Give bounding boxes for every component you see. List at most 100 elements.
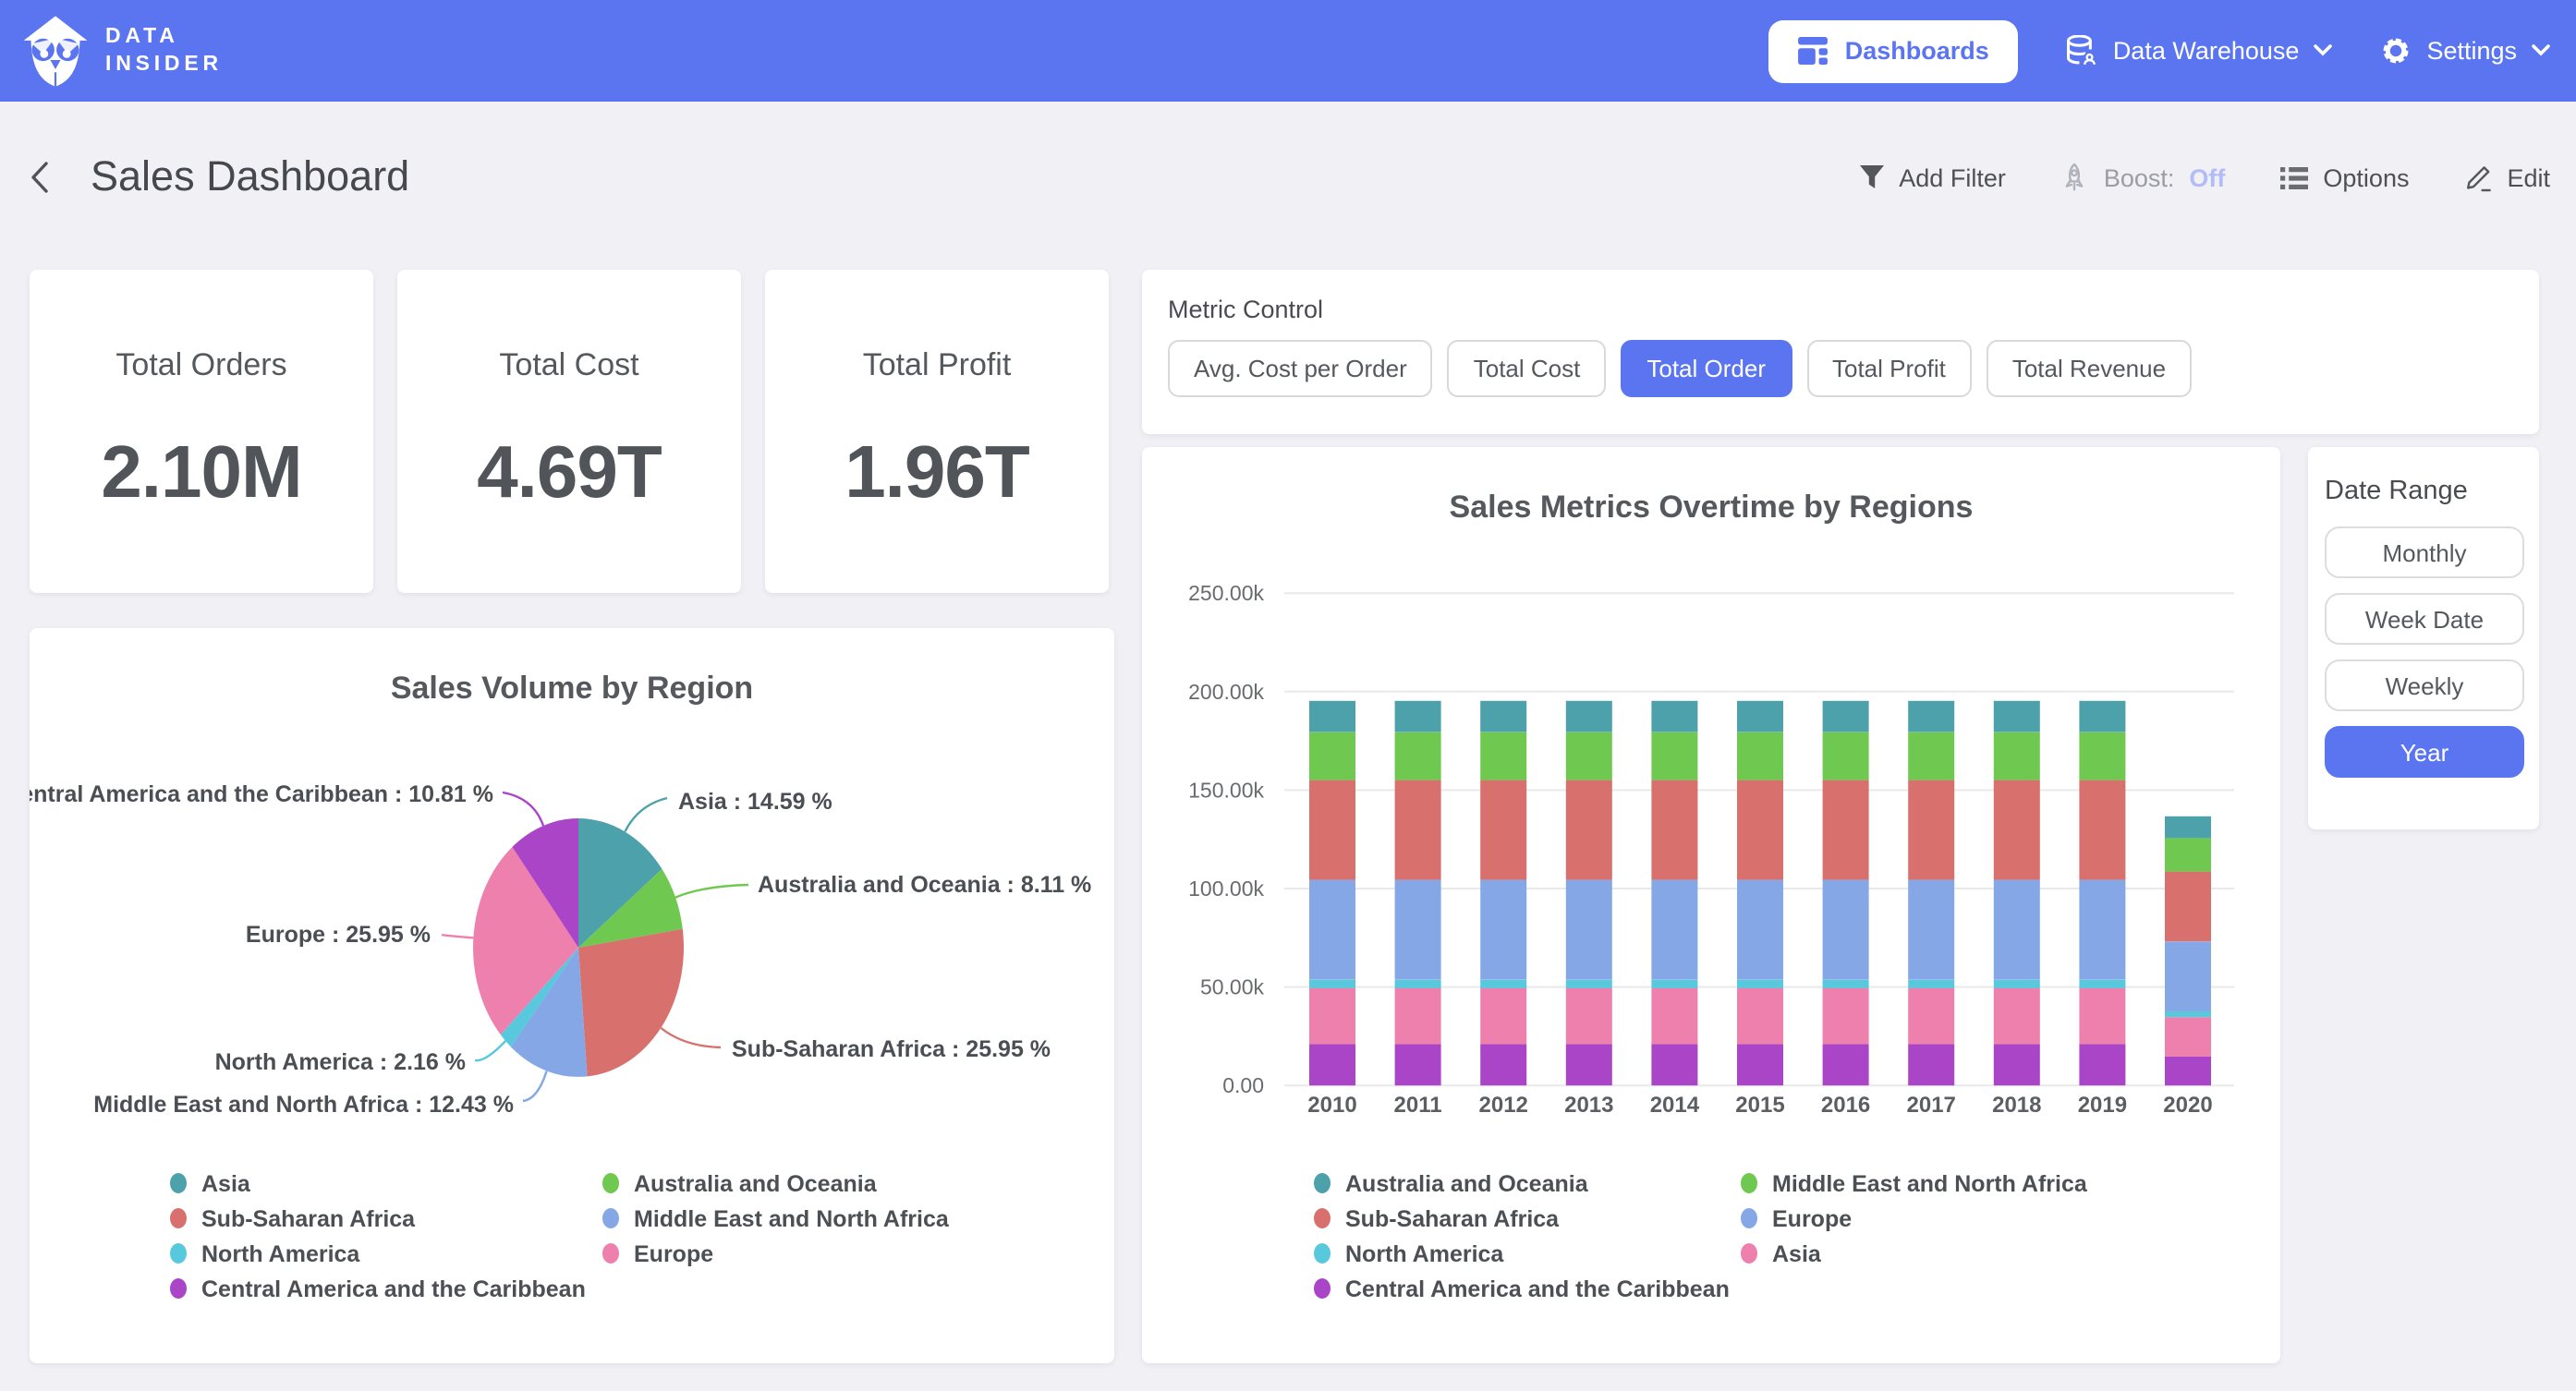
legend-label: Middle East and North Africa — [634, 1205, 949, 1231]
legend-item-sub-saharan-africa[interactable]: Sub-Saharan Africa — [170, 1201, 586, 1236]
legend-item-asia[interactable]: Asia — [1741, 1236, 2087, 1271]
bar-segment-2015-australia-and-oceania — [1737, 701, 1783, 732]
metric-button-total-revenue[interactable]: Total Revenue — [1987, 340, 2192, 397]
legend-label: Sub-Saharan Africa — [201, 1205, 415, 1231]
legend-label: Australia and Oceania — [634, 1170, 877, 1196]
legend-item-australia-and-oceania[interactable]: Australia and Oceania — [602, 1166, 949, 1201]
x-axis-tick-label: 2019 — [2078, 1093, 2127, 1118]
bar-segment-2014-north-america — [1651, 980, 1697, 988]
legend-item-europe[interactable]: Europe — [1741, 1201, 2087, 1236]
metric-button-avg-cost-per-order[interactable]: Avg. Cost per Order — [1168, 340, 1433, 397]
legend-item-sub-saharan-africa[interactable]: Sub-Saharan Africa — [1314, 1201, 1730, 1236]
legend-item-middle-east-and-north-africa[interactable]: Middle East and North Africa — [1741, 1166, 2087, 1201]
owl-logo-icon — [22, 13, 89, 89]
date-range-weekly-button[interactable]: Weekly — [2325, 659, 2524, 711]
pie-legend-column-2: Australia and Oceania Middle East and Nor… — [602, 1166, 949, 1271]
metric-button-total-profit[interactable]: Total Profit — [1806, 340, 1972, 397]
legend-dot — [1314, 1243, 1331, 1264]
metric-button-total-cost[interactable]: Total Cost — [1448, 340, 1607, 397]
legend-item-asia[interactable]: Asia — [170, 1166, 586, 1201]
legend-item-north-america[interactable]: North America — [1314, 1236, 1730, 1271]
nav-data-warehouse-label: Data Warehouse — [2113, 37, 2300, 65]
legend-label: North America — [1345, 1240, 1503, 1266]
x-axis-tick-label: 2011 — [1394, 1093, 1442, 1118]
navbar-menu: Dashboards Data Warehouse — [1769, 19, 2550, 82]
legend-item-middle-east-and-north-africa[interactable]: Middle East and North Africa — [602, 1201, 949, 1236]
boost-state: Off — [2189, 163, 2225, 191]
bar-segment-2020-middle-east-and-north-africa — [2165, 838, 2211, 871]
kpi-value: 1.96T — [844, 432, 1029, 515]
bar-segment-2016-sub-saharan-africa — [1823, 780, 1869, 880]
nav-settings-button[interactable]: Settings — [2380, 35, 2550, 67]
bar-segment-2017-australia-and-oceania — [1908, 701, 1954, 732]
bar-segment-2018-asia — [1994, 988, 2040, 1045]
options-button[interactable]: Options — [2280, 163, 2409, 191]
legend-dot — [1314, 1208, 1331, 1228]
gear-icon — [2380, 35, 2412, 67]
legend-dot — [170, 1208, 187, 1228]
bar-segment-2012-sub-saharan-africa — [1480, 780, 1526, 880]
edit-button[interactable]: Edit — [2464, 163, 2550, 192]
nav-dashboards-button[interactable]: Dashboards — [1769, 19, 2019, 82]
bar-segment-2013-europe — [1566, 880, 1612, 980]
bar-segment-2011-central-america-and-the-caribbean — [1395, 1044, 1441, 1085]
bar-segment-2014-middle-east-and-north-africa — [1651, 732, 1697, 780]
pie-legend-column-1: Asia Sub-Saharan Africa North AmericaCentr… — [170, 1166, 586, 1306]
kpi-card-total-cost: Total Cost 4.69T — [397, 270, 741, 593]
bar-segment-2016-middle-east-and-north-africa — [1823, 732, 1869, 780]
legend-item-australia-and-oceania[interactable]: Australia and Oceania — [1314, 1166, 1730, 1201]
date-range-monthly-button[interactable]: Monthly — [2325, 526, 2524, 578]
bar-segment-2017-central-america-and-the-caribbean — [1908, 1044, 1954, 1085]
date-range-week-date-button[interactable]: Week Date — [2325, 593, 2524, 645]
bar-segment-2011-north-america — [1395, 980, 1441, 988]
pencil-edit-icon — [2464, 163, 2492, 192]
date-range-label: Date Range — [2325, 477, 2524, 506]
legend-item-north-america[interactable]: North America — [170, 1236, 586, 1271]
back-button[interactable] — [30, 161, 50, 194]
bar-segment-2010-asia — [1309, 988, 1355, 1045]
bar-segment-2018-sub-saharan-africa — [1994, 780, 2040, 880]
bar-segment-2019-north-america — [2079, 980, 2125, 988]
kpi-value: 4.69T — [477, 432, 662, 515]
legend-dot — [170, 1278, 187, 1299]
pie-chart-card: Sales Volume by Region Asia : 14.59 %Aus… — [30, 628, 1114, 1363]
date-range-buttons: Monthly Week Date Weekly Year — [2325, 526, 2524, 778]
nav-data-warehouse-button[interactable]: Data Warehouse — [2067, 34, 2333, 67]
pie-label-leader-line — [523, 1071, 547, 1101]
bar-segment-2015-europe — [1737, 880, 1783, 980]
chevron-down-icon — [2532, 44, 2550, 57]
x-axis-tick-label: 2014 — [1650, 1093, 1700, 1118]
rocket-icon — [2061, 163, 2089, 192]
legend-item-central-america-and-the-caribbean[interactable]: Central America and the Caribbean — [1314, 1271, 1730, 1306]
bar-segment-2012-europe — [1480, 880, 1526, 980]
legend-item-europe[interactable]: Europe — [602, 1236, 949, 1271]
legend-dot — [602, 1173, 619, 1193]
legend-dot — [170, 1173, 187, 1193]
y-axis-tick-label: 100.00k — [1188, 877, 1264, 901]
date-range-year-button[interactable]: Year — [2325, 726, 2524, 778]
app: DATA INSIDER Dashboards — [0, 0, 2576, 1391]
pie-slice-sub-saharan-africa — [578, 929, 684, 1077]
add-filter-button[interactable]: Add Filter — [1858, 163, 2006, 191]
page-title: Sales Dashboard — [91, 153, 1858, 201]
bar-segment-2012-north-america — [1480, 980, 1526, 988]
metric-button-total-order[interactable]: Total Order — [1621, 340, 1792, 397]
header-actions: Add Filter Boost: Off — [1858, 163, 2550, 192]
y-axis-tick-label: 50.00k — [1200, 975, 1265, 999]
legend-item-central-america-and-the-caribbean[interactable]: Central America and the Caribbean — [170, 1271, 586, 1306]
chevron-left-icon — [30, 161, 50, 194]
bar-segment-2020-europe — [2165, 941, 2211, 1011]
pie-slice-label: Central America and the Caribbean : 10.8… — [30, 781, 493, 807]
legend-dot — [170, 1243, 187, 1264]
bar-segment-2018-australia-and-oceania — [1994, 701, 2040, 732]
filter-funnel-icon — [1858, 164, 1884, 190]
bar-chart-card: Sales Metrics Overtime by Regions 0.0050… — [1142, 447, 2280, 1363]
pie-slice-label: Sub-Saharan Africa : 25.95 % — [732, 1036, 1051, 1062]
bar-segment-2019-asia — [2079, 988, 2125, 1045]
kpi-title: Total Orders — [115, 347, 286, 384]
database-icon — [2067, 34, 2098, 67]
brand-line2: INSIDER — [105, 51, 223, 79]
pie-slice-label: Europe : 25.95 % — [246, 922, 431, 948]
boost-toggle[interactable]: Boost: Off — [2061, 163, 2226, 192]
y-axis-tick-label: 150.00k — [1188, 778, 1264, 802]
